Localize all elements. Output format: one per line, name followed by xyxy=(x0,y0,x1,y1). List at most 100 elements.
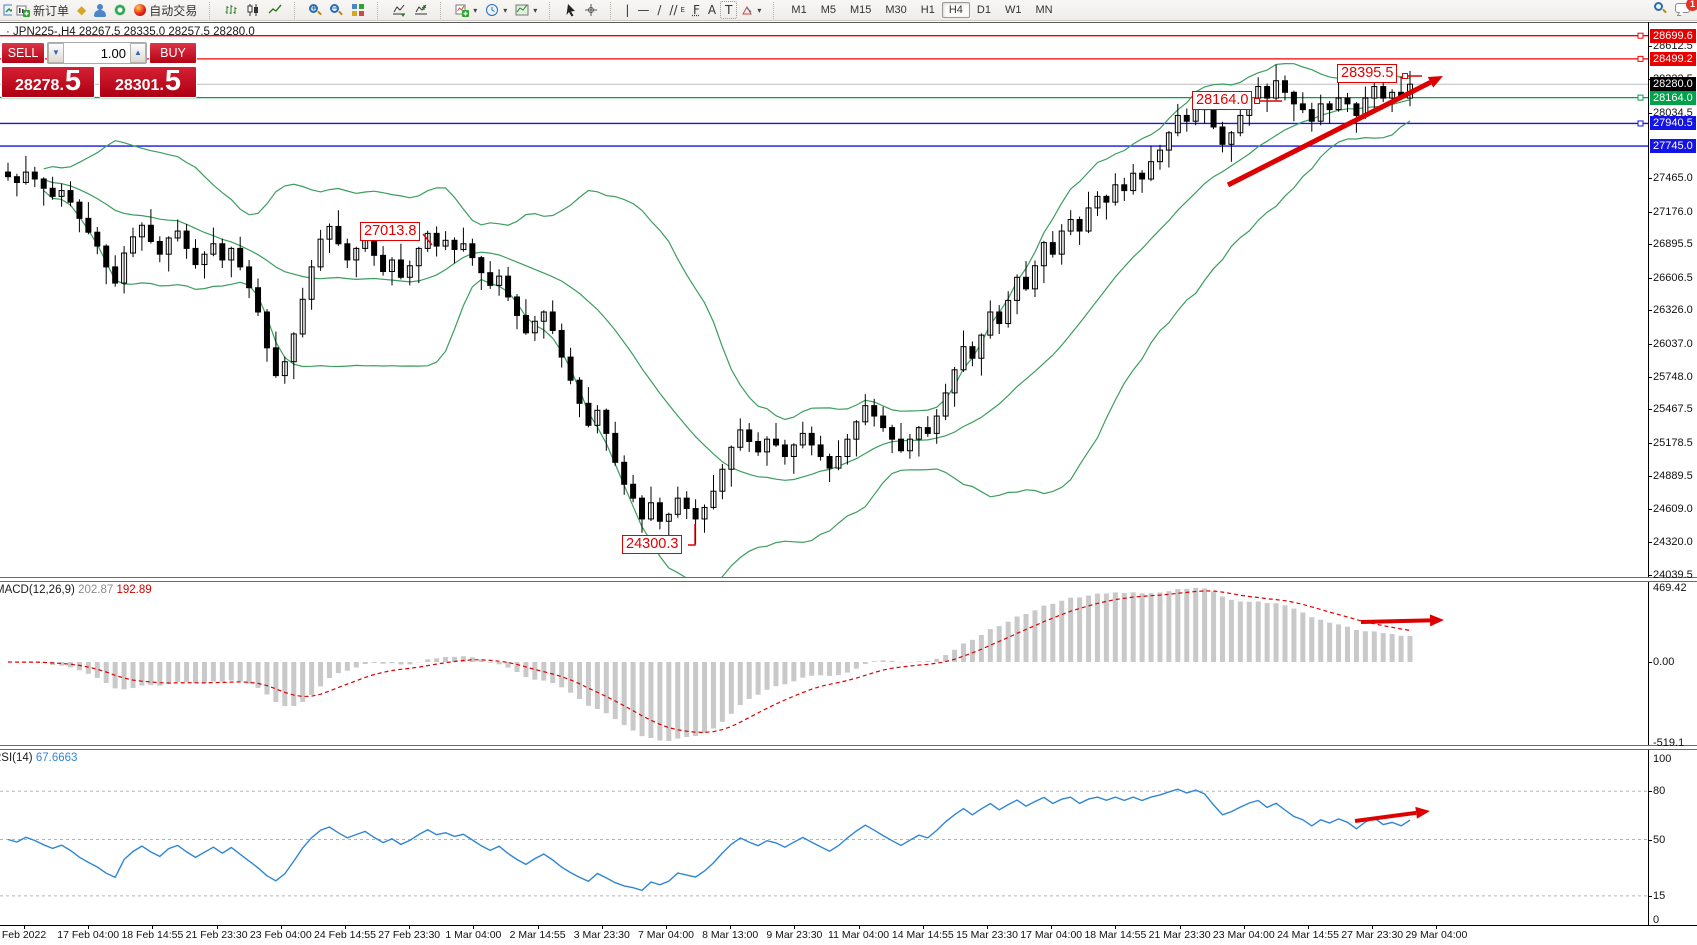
timeframe-h1-button[interactable]: H1 xyxy=(920,4,935,16)
volume-decrease-button[interactable]: ▼ xyxy=(48,43,64,63)
price-tick-mark xyxy=(1648,508,1652,510)
time-tick-label: 9 Mar 23:30 xyxy=(766,929,823,941)
time-tick-mark xyxy=(730,925,732,929)
tile-windows-icon xyxy=(352,4,365,16)
line-anchor-marker[interactable] xyxy=(1637,94,1644,101)
rsi-pane-resize-handle[interactable] xyxy=(0,745,1697,750)
candlestick-mode-button[interactable] xyxy=(242,2,264,18)
timeframe-h4-button[interactable]: H4 xyxy=(941,2,970,18)
buy-price-button[interactable]: 28301. 5 xyxy=(99,66,197,98)
text-label-tool-button[interactable]: T xyxy=(720,1,738,19)
macd-pane-resize-handle[interactable] xyxy=(0,577,1697,582)
price-tick-mark xyxy=(1648,343,1652,345)
toolbar-separator xyxy=(440,1,445,19)
templates-button[interactable]: ▾ xyxy=(511,2,541,18)
buy-button[interactable]: BUY xyxy=(149,42,197,64)
trendline-tool-button[interactable]: / xyxy=(657,3,662,17)
time-tick-mark xyxy=(1436,925,1438,929)
notification-badge: 1 xyxy=(1686,0,1697,11)
price-tick-label: 24609.0 xyxy=(1653,502,1693,515)
dropdown-caret-icon: ▾ xyxy=(473,5,478,15)
one-click-trading-panel: SELL ▼ ▲ BUY 28278.5 28301.5 xyxy=(1,42,197,98)
timeframe-m5-button[interactable]: M5 xyxy=(820,4,836,16)
shapes-tool-button[interactable]: ▾ xyxy=(737,3,765,17)
cursor-tool-button[interactable] xyxy=(560,2,580,18)
price-tick-label: 27465.0 xyxy=(1653,172,1693,185)
profile-button[interactable] xyxy=(90,3,110,18)
time-tick-mark xyxy=(794,925,796,929)
rsi-axis-label: 15 xyxy=(1653,889,1666,902)
callout-anchor-marker[interactable] xyxy=(1402,73,1408,79)
dropdown-caret-icon: ▾ xyxy=(757,5,762,15)
price-callout-label[interactable]: 28164.0 xyxy=(1192,91,1253,110)
price-callout-label[interactable]: 28395.5 xyxy=(1337,64,1398,83)
price-tick-label: 24889.5 xyxy=(1653,470,1693,483)
search-icon[interactable] xyxy=(1654,1,1667,15)
signals-button[interactable] xyxy=(110,3,130,17)
indicators-button[interactable]: ▾ xyxy=(451,2,481,18)
price-callout-label[interactable]: 27013.8 xyxy=(360,222,421,241)
tile-windows-button[interactable] xyxy=(347,2,369,18)
volume-increase-button[interactable]: ▲ xyxy=(130,43,146,63)
chat-icon[interactable]: 1 xyxy=(1675,0,1697,16)
price-tick-mark xyxy=(1648,542,1652,544)
sell-price-button[interactable]: 28278. 5 xyxy=(1,66,95,98)
time-tick-mark xyxy=(922,925,924,929)
time-tick-label: 27 Feb 23:30 xyxy=(378,929,441,941)
clipped-toolbar-icon[interactable] xyxy=(3,3,12,17)
line-chart-mode-button[interactable] xyxy=(264,2,286,18)
zoom-out-button[interactable]: − xyxy=(326,3,347,18)
sell-button[interactable]: SELL xyxy=(1,42,45,64)
time-tick-mark xyxy=(666,925,667,929)
timeframe-d1-button[interactable]: D1 xyxy=(976,4,991,16)
rsi-pane[interactable] xyxy=(0,750,1648,925)
text-tool-button[interactable]: A xyxy=(707,3,717,17)
callout-anchor-marker[interactable] xyxy=(1254,98,1260,104)
rsi-tick-mark xyxy=(1648,839,1652,841)
crosshair-tool-button[interactable] xyxy=(580,2,602,18)
auto-trading-label: 自动交易 xyxy=(149,3,198,18)
price-line-label: 28164.0 xyxy=(1650,90,1696,105)
horizontal-line-tool-button[interactable]: — xyxy=(637,3,650,17)
timeframe-mn-button[interactable]: MN xyxy=(1035,4,1053,16)
periods-button[interactable]: ▾ xyxy=(481,2,511,18)
time-tick-mark xyxy=(1051,925,1053,929)
line-anchor-marker[interactable] xyxy=(1637,32,1644,39)
macd-pane[interactable] xyxy=(0,582,1648,745)
new-order-button[interactable]: 新订单 xyxy=(12,1,73,20)
zoom-in-button[interactable]: + xyxy=(305,3,326,18)
time-tick-mark xyxy=(1243,925,1245,929)
market-button[interactable]: ◆ xyxy=(73,2,90,18)
chart-shift-icon xyxy=(415,4,428,15)
volume-input[interactable] xyxy=(64,43,130,63)
toolbar: 新订单 ◆ 自动交易 + − ▾ xyxy=(0,0,1697,21)
cursor-icon xyxy=(566,4,576,17)
line-anchor-marker[interactable] xyxy=(1637,55,1644,62)
trend-arrow-line[interactable] xyxy=(1354,810,1417,823)
price-tick-mark xyxy=(1648,409,1652,411)
channel-tool-button[interactable]: //E xyxy=(669,3,685,17)
timeframe-w1-button[interactable]: W1 xyxy=(1004,4,1022,16)
toolbar-separator xyxy=(377,1,382,19)
chart-shift-button[interactable] xyxy=(410,2,432,18)
trend-arrow-line[interactable] xyxy=(1360,618,1431,624)
line-chart-icon xyxy=(268,4,282,14)
bar-chart-mode-button[interactable] xyxy=(220,2,242,18)
auto-scroll-button[interactable] xyxy=(388,2,410,18)
trend-arrow-line[interactable] xyxy=(1226,80,1432,188)
rsi-axis-label: 0 xyxy=(1653,914,1660,926)
fibonacci-tool-button[interactable]: F xyxy=(692,3,700,17)
main-chart-pane[interactable] xyxy=(0,22,1648,577)
time-tick-mark xyxy=(1115,925,1117,929)
timeframe-m1-button[interactable]: M1 xyxy=(791,4,807,16)
line-anchor-marker[interactable] xyxy=(1637,120,1644,127)
macd-axis-label: 469.42 xyxy=(1653,581,1687,594)
vertical-line-tool-button[interactable]: | xyxy=(625,3,630,17)
price-tick-mark xyxy=(1648,574,1652,576)
price-callout-label[interactable]: 24300.3 xyxy=(622,535,683,554)
price-axis-border xyxy=(1648,22,1649,925)
auto-trading-button[interactable]: 自动交易 xyxy=(130,1,201,20)
timeframe-m30-button[interactable]: M30 xyxy=(885,4,907,16)
macd-signal-line xyxy=(7,590,1411,734)
timeframe-m15-button[interactable]: M15 xyxy=(849,4,872,16)
